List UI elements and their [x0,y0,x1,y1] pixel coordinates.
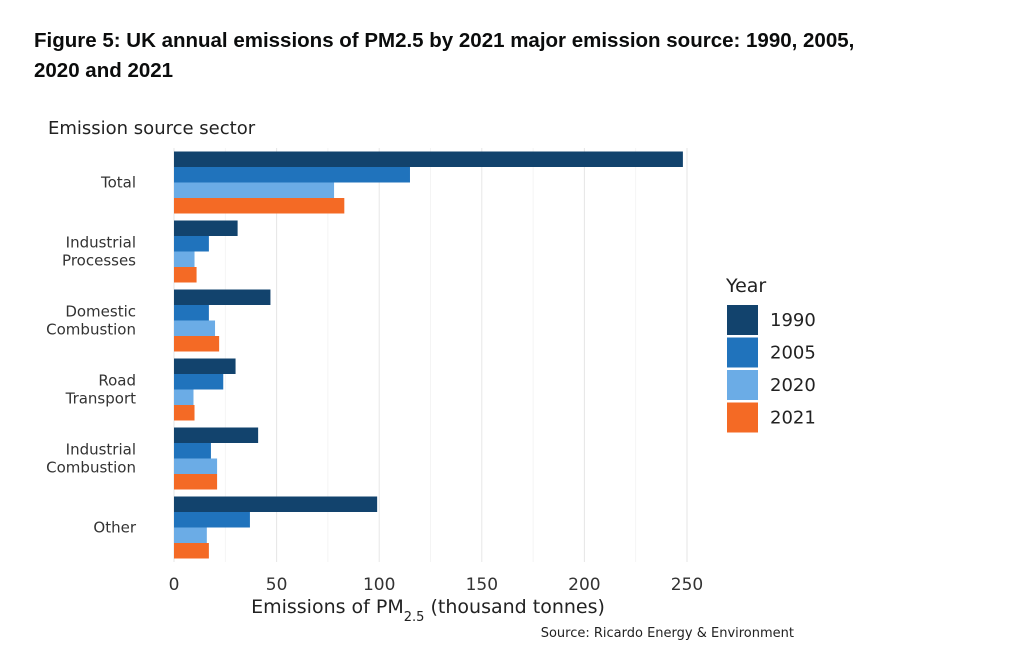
bar-2020-domestic-combustion [174,320,216,336]
legend-label-2020: 2020 [770,375,816,396]
x-tick-label: 250 [671,575,703,595]
bar-2021-industrial-processes [174,267,197,283]
category-label: Industrial [66,441,136,459]
bar-2020-industrial-processes [174,251,195,267]
x-tick-labels: 0 50 100 150 200 250 [169,575,704,595]
bar-2021-other [174,543,209,559]
bar-2005-industrial-combustion [174,443,211,459]
x-axis-title-main: Emissions of PM [251,596,404,618]
bar-2020-industrial-combustion [174,458,218,474]
category-label: Domestic [65,303,136,321]
legend-label-2021: 2021 [770,408,816,429]
bar-2005-domestic-combustion [174,305,209,321]
bar-1990-total [174,151,683,167]
bar-1990-road-transport [174,358,236,374]
bar-1990-domestic-combustion [174,289,271,305]
figure-title: Figure 5: UK annual emissions of PM2.5 b… [34,29,855,82]
bars [174,151,683,559]
category-label: Total [100,174,136,192]
legend-swatch-2005 [727,337,758,368]
bar-2020-road-transport [174,389,194,405]
bar-2005-total [174,167,410,183]
category-label: Road [98,372,136,390]
x-tick-label: 200 [568,575,600,595]
legend-swatch-1990 [727,305,758,335]
legend-label-1990: 1990 [770,310,816,331]
legend-label-2005: 2005 [770,343,816,364]
bar-2005-other [174,512,250,528]
legend-swatch-2020 [727,370,758,400]
category-label: Transport [65,390,137,408]
bar-2021-domestic-combustion [174,336,220,352]
bar-2021-industrial-combustion [174,474,218,490]
bar-2021-road-transport [174,405,195,421]
category-label: Combustion [46,459,136,477]
legend: 1990 2005 2020 2021 [727,305,816,433]
x-tick-label: 150 [466,575,498,595]
category-label: Other [93,519,136,537]
bar-2005-road-transport [174,374,224,390]
bar-2005-industrial-processes [174,236,209,252]
x-axis-title-subscript: 2.5 [404,610,425,625]
source-note: Source: Ricardo Energy & Environment [541,626,794,641]
x-tick-label: 100 [363,575,395,595]
category-label: Industrial [66,234,136,252]
legend-title: Year [725,275,766,297]
bar-2020-total [174,182,335,198]
x-axis-title-suffix: (thousand tonnes) [424,596,604,618]
bar-2021-total [174,198,345,214]
x-tick-label: 50 [266,575,288,595]
category-label: Combustion [46,321,136,339]
legend-swatch-2021 [727,402,758,433]
bar-2020-other [174,527,207,543]
bar-1990-industrial-combustion [174,427,259,443]
bar-1990-industrial-processes [174,220,238,236]
x-tick-label: 0 [169,575,180,595]
gridlines [173,148,688,562]
category-label: Processes [62,252,136,270]
y-axis-title: Emission source sector [48,118,256,139]
bar-1990-other [174,496,378,512]
category-labels: TotalIndustrialProcessesDomesticCombusti… [46,174,137,537]
x-axis-title: Emissions of PM2.5 (thousand tonnes) [251,596,605,625]
